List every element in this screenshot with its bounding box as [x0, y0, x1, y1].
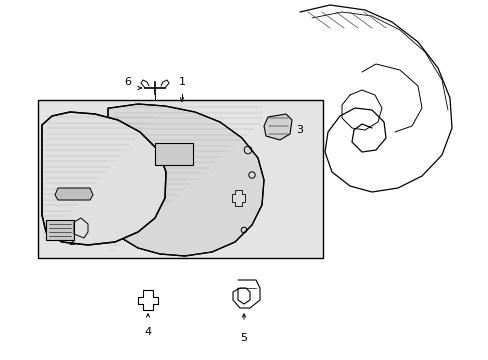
Text: 1: 1	[178, 77, 185, 87]
Bar	[155, 143, 193, 165]
Text: 6: 6	[124, 77, 131, 87]
Text: 5: 5	[240, 333, 247, 343]
Text: 4: 4	[144, 327, 151, 337]
Polygon shape	[55, 188, 93, 200]
Polygon shape	[108, 104, 264, 256]
Polygon shape	[42, 112, 165, 245]
Bar	[46, 220, 74, 240]
Text: 3: 3	[296, 125, 303, 135]
Text: 2: 2	[68, 237, 76, 247]
Bar	[38, 100, 323, 258]
Polygon shape	[231, 190, 244, 206]
Polygon shape	[264, 114, 291, 140]
